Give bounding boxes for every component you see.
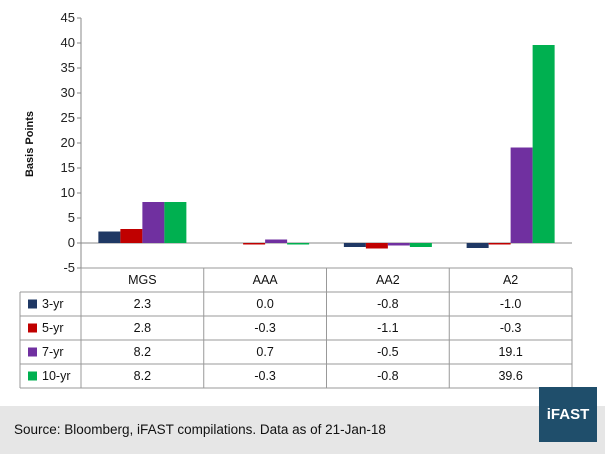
bar-mgs-10-yr <box>164 202 187 243</box>
data-label: 2.3 <box>134 297 151 311</box>
data-label: -0.3 <box>500 321 522 335</box>
y-tick-label: 40 <box>61 35 75 50</box>
bar-aa2-5-yr <box>365 243 388 249</box>
data-label: 8.2 <box>134 345 151 359</box>
y-tick-label: 5 <box>68 210 75 225</box>
y-tick-label: -5 <box>63 260 75 275</box>
data-label: -0.3 <box>254 369 276 383</box>
y-axis-title: Basis Points <box>24 111 36 177</box>
bar-aaa-10-yr <box>287 243 310 245</box>
data-label: 0.7 <box>256 345 273 359</box>
source-note: Source: Bloomberg, iFAST compilations. D… <box>14 422 386 437</box>
category-label: AAA <box>253 273 279 287</box>
data-label: -0.3 <box>254 321 276 335</box>
legend-label: 7-yr <box>42 345 64 359</box>
category-label: AA2 <box>376 273 400 287</box>
bar-chart: 45 40 35 30 25 20 15 10 5 0 -5 Basis Points MGS AAA… <box>19 10 573 389</box>
data-label: 39.6 <box>498 369 522 383</box>
bar-aaa-7-yr <box>265 239 288 243</box>
data-label: -0.5 <box>377 345 399 359</box>
data-label: -0.8 <box>377 297 399 311</box>
legend-swatch-10-yr <box>28 371 37 381</box>
legend-label: 10-yr <box>42 369 70 383</box>
bar-a2-3-yr <box>466 243 489 248</box>
bar-aa2-10-yr <box>409 243 432 247</box>
bar-mgs-5-yr <box>120 229 143 243</box>
legend-swatch-7-yr <box>28 347 37 357</box>
category-label: MGS <box>128 273 156 287</box>
bars <box>98 45 555 249</box>
data-label: 0.0 <box>256 297 273 311</box>
legend-label: 3-yr <box>42 297 64 311</box>
ifast-logo: iFAST <box>539 387 597 442</box>
data-label: 2.8 <box>134 321 151 335</box>
data-label: -1.0 <box>500 297 522 311</box>
data-label: 8.2 <box>134 369 151 383</box>
bar-a2-5-yr <box>488 243 511 245</box>
bar-aaa-5-yr <box>243 243 266 245</box>
source-footer: Source: Bloomberg, iFAST compilations. D… <box>0 406 605 454</box>
y-tick-label: 30 <box>61 85 75 100</box>
data-label: -0.8 <box>377 369 399 383</box>
bar-aa2-3-yr <box>343 243 366 247</box>
y-tick-label: 35 <box>61 60 75 75</box>
legend-swatch-5-yr <box>28 323 37 333</box>
y-tick-label: 10 <box>61 185 75 200</box>
data-label: -1.1 <box>377 321 399 335</box>
y-tick-label: 25 <box>61 110 75 125</box>
y-tick-label: 0 <box>68 235 75 250</box>
data-table: MGS AAA AA2 A2 3-yr 2.3 0.0 -0.8 -1.0 5-yr 2.8 -0.3… <box>19 267 573 389</box>
bar-a2-7-yr <box>510 147 533 243</box>
y-tick-label: 20 <box>61 135 75 150</box>
bar-mgs-7-yr <box>142 202 165 243</box>
legend-label: 5-yr <box>42 321 64 335</box>
bar-mgs-3-yr <box>98 231 121 243</box>
y-tick-label: 45 <box>61 10 75 25</box>
y-tick-label: 15 <box>61 160 75 175</box>
data-label: 19.1 <box>498 345 522 359</box>
legend-swatch-3-yr <box>28 299 37 309</box>
bar-aa2-7-yr <box>387 243 410 246</box>
logo-text: iFAST <box>546 406 590 423</box>
category-label: A2 <box>503 273 518 287</box>
bar-a2-10-yr <box>532 45 555 243</box>
